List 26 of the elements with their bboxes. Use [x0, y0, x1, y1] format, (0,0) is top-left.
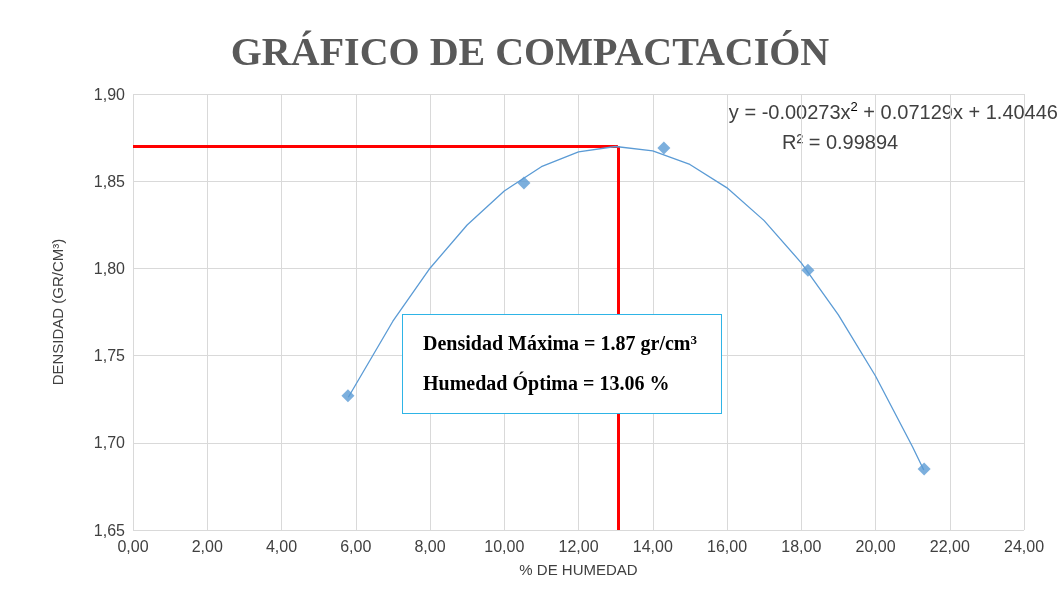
annotation: Humedad Óptima = 13.06 % [423, 371, 670, 395]
y-tick-label: 1,75 [93, 347, 126, 365]
y-tick-label: 1,80 [93, 259, 126, 277]
x-axis-title: % DE HUMEDAD [519, 561, 638, 578]
y-axis-title: DENSIDAD (GR/CM³) [49, 238, 66, 386]
x-tick-label: 12,00 [558, 537, 599, 555]
x-tick-label: 2,00 [191, 537, 223, 555]
point [657, 141, 671, 155]
x-tick-label: 20,00 [855, 537, 896, 555]
x-tick-label: 4,00 [265, 537, 298, 555]
x-tick-label: 14,00 [632, 537, 673, 555]
x-tick-label: 8,00 [414, 537, 446, 555]
y-tick-label: 1,85 [93, 172, 126, 190]
x-tick-label: 22,00 [929, 537, 970, 555]
x-tick-label: 16,00 [706, 537, 748, 555]
y-tick-label: 1,65 [93, 521, 126, 539]
x-tick-label: 6,00 [340, 537, 372, 555]
x-tick-label: 10,00 [484, 537, 525, 555]
y-tick-label: 1,70 [93, 434, 126, 452]
x-tick-label: 0,00 [117, 537, 149, 555]
x-tick-label: 18,00 [781, 537, 822, 555]
point [341, 389, 355, 403]
chart-title: GRÁFICO DE COMPACTACIÓN [230, 28, 830, 74]
y-tick-label: 1,90 [93, 85, 126, 103]
point [917, 462, 931, 476]
x-tick-label: 24,00 [1003, 537, 1045, 555]
